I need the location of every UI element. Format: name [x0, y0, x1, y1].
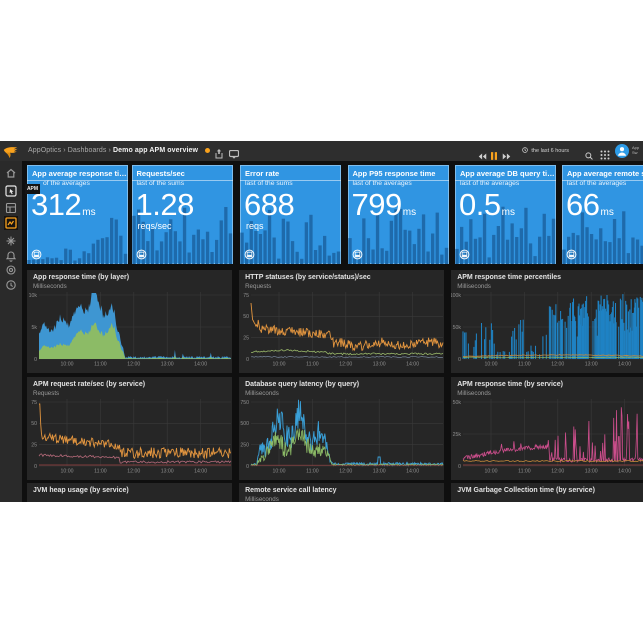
svg-text:14:00: 14:00: [618, 362, 631, 368]
svg-text:11:00: 11:00: [94, 362, 107, 368]
svg-text:10:00: 10:00: [273, 468, 286, 474]
svg-text:13:00: 13:00: [161, 362, 174, 368]
svg-text:14:00: 14:00: [406, 468, 419, 474]
svg-text:75: 75: [243, 293, 249, 299]
svg-text:50: 50: [243, 314, 249, 320]
svg-text:50: 50: [31, 421, 37, 427]
svg-text:10:00: 10:00: [61, 362, 74, 368]
svg-text:0: 0: [246, 357, 249, 363]
svg-text:0: 0: [458, 357, 461, 363]
svg-text:11:00: 11:00: [518, 362, 531, 368]
svg-text:11:00: 11:00: [94, 468, 107, 474]
svg-text:50k: 50k: [453, 399, 462, 405]
svg-text:10:00: 10:00: [485, 362, 498, 368]
svg-text:250: 250: [240, 442, 249, 448]
svg-text:11:00: 11:00: [518, 468, 531, 474]
svg-text:14:00: 14:00: [194, 362, 207, 368]
svg-text:12:00: 12:00: [339, 468, 352, 474]
svg-text:13:00: 13:00: [161, 468, 174, 474]
svg-text:25k: 25k: [453, 431, 462, 437]
svg-text:25: 25: [31, 442, 37, 448]
svg-text:12:00: 12:00: [127, 362, 140, 368]
svg-text:10:00: 10:00: [485, 468, 498, 474]
svg-text:500: 500: [240, 421, 249, 427]
svg-text:14:00: 14:00: [406, 362, 419, 368]
svg-text:14:00: 14:00: [618, 468, 631, 474]
svg-text:0: 0: [34, 463, 37, 469]
svg-text:25: 25: [243, 336, 249, 342]
svg-text:14:00: 14:00: [194, 468, 207, 474]
svg-text:11:00: 11:00: [306, 362, 319, 368]
svg-text:100k: 100k: [451, 293, 461, 299]
svg-text:12:00: 12:00: [127, 468, 140, 474]
svg-text:13:00: 13:00: [373, 362, 386, 368]
svg-text:50k: 50k: [453, 325, 462, 331]
svg-text:12:00: 12:00: [551, 468, 564, 474]
svg-text:10:00: 10:00: [61, 468, 74, 474]
svg-text:11:00: 11:00: [306, 468, 319, 474]
svg-text:75: 75: [31, 399, 37, 405]
svg-text:0: 0: [246, 463, 249, 469]
svg-text:0: 0: [458, 463, 461, 469]
svg-text:13:00: 13:00: [585, 468, 598, 474]
svg-text:5k: 5k: [32, 325, 38, 331]
svg-text:12:00: 12:00: [551, 362, 564, 368]
svg-text:10:00: 10:00: [273, 362, 286, 368]
svg-text:12:00: 12:00: [339, 362, 352, 368]
svg-text:13:00: 13:00: [373, 468, 386, 474]
svg-text:13:00: 13:00: [585, 362, 598, 368]
svg-text:10k: 10k: [29, 293, 38, 299]
svg-text:0: 0: [34, 357, 37, 363]
svg-text:750: 750: [240, 399, 249, 405]
